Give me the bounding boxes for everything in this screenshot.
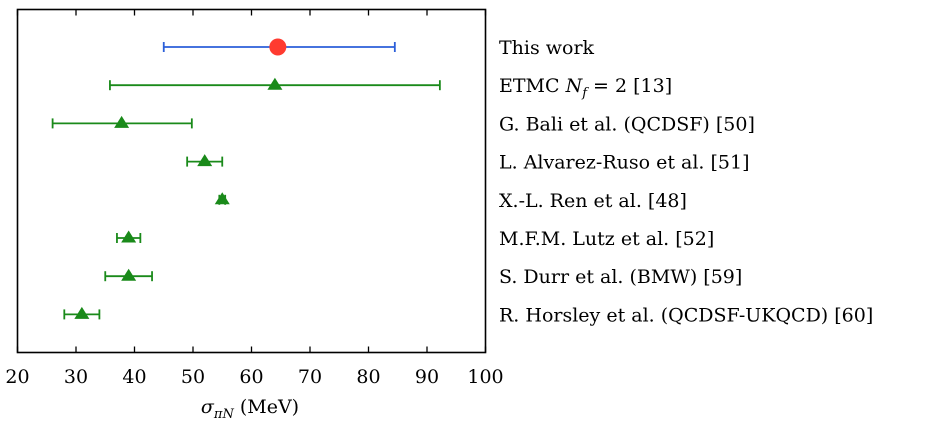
x-tick-label: 20 bbox=[5, 366, 29, 388]
x-tick-label: 100 bbox=[467, 366, 503, 388]
data-point-triangle bbox=[121, 230, 137, 243]
plot-frame bbox=[16, 8, 487, 354]
x-tick-label: 90 bbox=[415, 366, 439, 388]
data-point-triangle bbox=[114, 115, 130, 128]
x-tick-label: 80 bbox=[356, 366, 380, 388]
entry-label: L. Alvarez-Ruso et al. [51] bbox=[499, 152, 750, 174]
entry-label: ETMC Nf = 2 [13] bbox=[499, 75, 672, 101]
data-point-triangle bbox=[197, 154, 213, 167]
data-point-triangle bbox=[214, 192, 230, 205]
x-tick-label: 50 bbox=[181, 366, 205, 388]
data-point-triangle bbox=[74, 306, 90, 319]
data-point-triangle bbox=[121, 268, 137, 281]
entry-labels: This work ETMC Nf = 2 [13] G. Bali et al. … bbox=[499, 37, 873, 326]
data-point-triangle bbox=[267, 77, 283, 90]
x-tick-label: 60 bbox=[239, 366, 263, 388]
x-tick-label: 30 bbox=[64, 366, 88, 388]
x-axis-label: σπN (MeV) bbox=[201, 396, 299, 422]
x-tick-label: 70 bbox=[298, 366, 322, 388]
x-tick-label: 40 bbox=[122, 366, 146, 388]
entry-label: X.-L. Ren et al. [48] bbox=[499, 190, 687, 212]
entry-label: This work bbox=[499, 37, 595, 59]
data-series bbox=[51, 38, 441, 320]
entry-label: R. Horsley et al. (QCDSF-UKQCD) [60] bbox=[499, 304, 873, 326]
entry-label: S. Durr et al. (BMW) [59] bbox=[499, 266, 742, 288]
x-axis-ticks bbox=[16, 9, 487, 353]
entry-label: G. Bali et al. (QCDSF) [50] bbox=[499, 113, 755, 135]
data-point-circle bbox=[269, 38, 287, 56]
entry-label: M.F.M. Lutz et al. [52] bbox=[499, 228, 714, 250]
x-axis-tick-labels: 20 30 40 50 60 70 80 90 100 bbox=[5, 366, 503, 388]
